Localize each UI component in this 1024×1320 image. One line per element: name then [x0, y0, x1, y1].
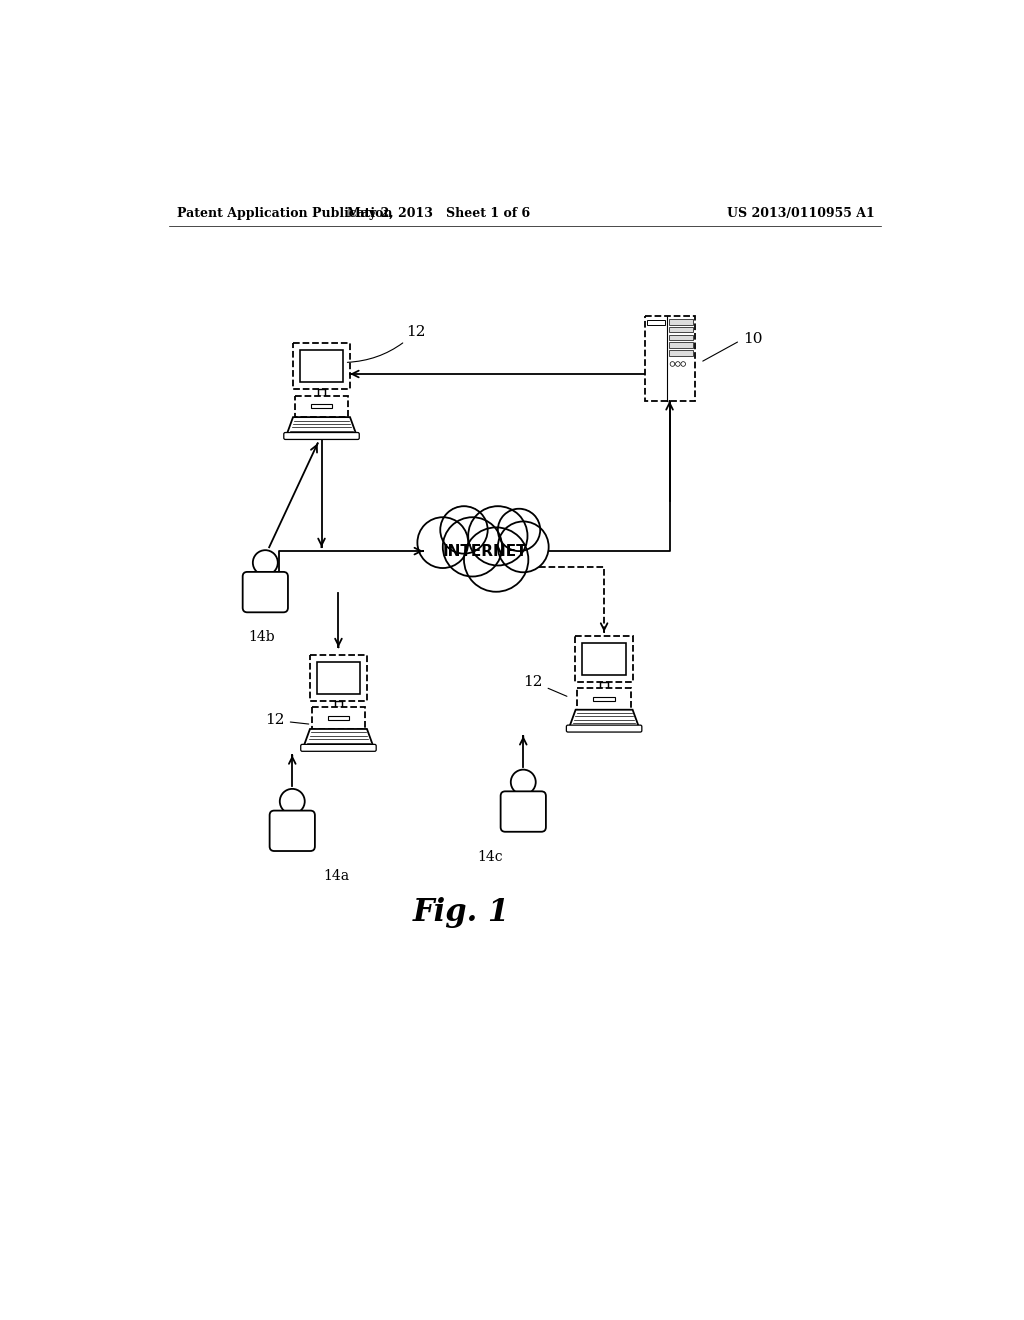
Circle shape: [464, 528, 528, 591]
Circle shape: [440, 506, 487, 553]
Bar: [669, 335, 693, 341]
Text: 12: 12: [523, 675, 567, 697]
FancyBboxPatch shape: [647, 321, 665, 326]
FancyBboxPatch shape: [243, 572, 288, 612]
Circle shape: [498, 521, 549, 573]
Circle shape: [418, 517, 468, 568]
Circle shape: [670, 362, 675, 366]
Bar: [317, 389, 326, 396]
Circle shape: [681, 362, 685, 366]
FancyBboxPatch shape: [295, 396, 348, 417]
Circle shape: [253, 550, 278, 576]
Bar: [669, 342, 693, 348]
Text: May 2, 2013   Sheet 1 of 6: May 2, 2013 Sheet 1 of 6: [347, 207, 530, 220]
Bar: [316, 663, 360, 694]
Text: 14a: 14a: [323, 869, 349, 883]
FancyBboxPatch shape: [269, 810, 315, 851]
Text: INTERNET: INTERNET: [442, 544, 527, 558]
Circle shape: [468, 506, 527, 565]
Bar: [669, 319, 693, 325]
Circle shape: [280, 789, 305, 814]
Bar: [669, 350, 693, 355]
Text: 14c: 14c: [477, 850, 503, 863]
FancyBboxPatch shape: [578, 688, 631, 710]
FancyBboxPatch shape: [310, 404, 333, 408]
Polygon shape: [569, 710, 639, 726]
Bar: [583, 643, 626, 675]
FancyBboxPatch shape: [284, 433, 359, 440]
Polygon shape: [304, 729, 373, 746]
Circle shape: [511, 770, 536, 795]
Circle shape: [676, 362, 680, 366]
Text: Patent Application Publication: Patent Application Publication: [177, 207, 392, 220]
Text: 10: 10: [702, 333, 762, 362]
Circle shape: [442, 517, 502, 577]
Bar: [669, 327, 693, 333]
Text: 12: 12: [347, 325, 426, 362]
FancyBboxPatch shape: [575, 636, 633, 682]
FancyBboxPatch shape: [328, 717, 349, 721]
FancyBboxPatch shape: [311, 708, 366, 729]
FancyBboxPatch shape: [293, 343, 350, 389]
Text: 14b: 14b: [248, 631, 274, 644]
FancyBboxPatch shape: [644, 317, 694, 401]
Bar: [300, 350, 343, 383]
FancyBboxPatch shape: [309, 655, 368, 701]
FancyBboxPatch shape: [301, 744, 376, 751]
Text: Fig. 1: Fig. 1: [413, 898, 510, 928]
Polygon shape: [287, 417, 356, 434]
FancyBboxPatch shape: [593, 697, 614, 701]
Bar: [600, 682, 608, 688]
FancyBboxPatch shape: [501, 792, 546, 832]
Bar: [335, 701, 342, 708]
FancyBboxPatch shape: [566, 725, 642, 733]
Text: US 2013/0110955 A1: US 2013/0110955 A1: [727, 207, 874, 220]
Text: 12: 12: [265, 713, 309, 727]
Circle shape: [498, 508, 541, 552]
